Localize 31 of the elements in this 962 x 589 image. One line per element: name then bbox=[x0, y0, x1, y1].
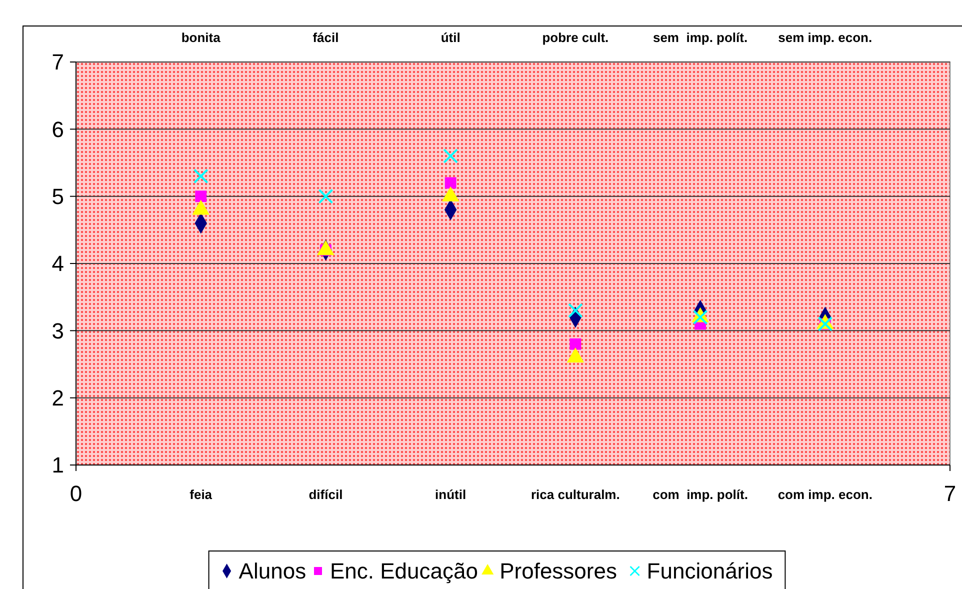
text: fácil bbox=[312, 30, 339, 45]
point bbox=[318, 188, 334, 204]
y-tick-label: 5 bbox=[52, 184, 64, 210]
y-tick-label: 7 bbox=[52, 50, 64, 75]
text: sem imp. polít. bbox=[652, 30, 748, 45]
text: feia bbox=[190, 487, 213, 502]
text: difícil bbox=[308, 487, 343, 502]
y-tick-label: 6 bbox=[52, 116, 64, 142]
legend-label: Alunos bbox=[238, 558, 306, 584]
text: com imp. polít. bbox=[652, 487, 748, 502]
text: inútil bbox=[435, 487, 466, 502]
y-tick-label: 1 bbox=[52, 452, 64, 478]
point bbox=[443, 148, 458, 164]
text: pobre cult. bbox=[542, 30, 609, 45]
y-tick-label: 3 bbox=[52, 318, 64, 344]
point bbox=[444, 177, 456, 189]
y-tick-label: 2 bbox=[52, 386, 64, 411]
point bbox=[568, 303, 583, 318]
text: útil bbox=[440, 30, 460, 45]
x-tick-label: 0 bbox=[70, 481, 82, 506]
legend-label: Enc. Educação bbox=[330, 558, 478, 584]
point bbox=[570, 338, 582, 350]
legend-label: Professores bbox=[500, 558, 617, 584]
point bbox=[195, 190, 207, 202]
text: sem imp. econ. bbox=[778, 30, 872, 45]
text: bonita bbox=[181, 30, 222, 45]
point bbox=[193, 168, 208, 184]
y-tick-label: 4 bbox=[52, 251, 64, 276]
text: rica culturalm. bbox=[530, 487, 620, 502]
legend-label: Funcionários bbox=[646, 558, 773, 584]
text: com imp. econ. bbox=[778, 487, 872, 502]
